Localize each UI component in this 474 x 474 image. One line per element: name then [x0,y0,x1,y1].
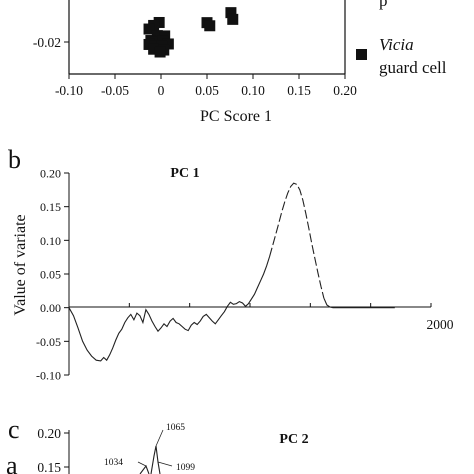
scatter-point [154,46,166,58]
panel-a-xtick-label: 0.05 [195,83,219,98]
peak-1099-leader [157,461,173,467]
panel-b-yticks: 0.20 0.15 0.10 0.05 0.00 -0.05 -0.10 [36,167,69,383]
panel-b-ytick-label: 0.05 [40,268,61,282]
scatter-point [143,23,155,35]
panel-a-xtick-label: 0.15 [287,83,311,98]
scatter-point [204,20,216,32]
legend-species: Vicia [379,35,414,54]
panel-c-axis-letter: a [6,451,18,474]
legend-label: guard cell [379,58,447,77]
scatter-point [153,16,165,28]
panel-b-ytick-label: -0.10 [36,369,61,383]
legend-marker [356,49,367,60]
legend-clipped-label: p [379,0,388,10]
panel-letter-b: b [8,145,21,174]
peak-label-1065: 1065 [166,423,185,433]
panel-b: b PC 1 Value of variate 0.20 0.15 0.10 0.05… [8,145,454,383]
scatter-point [151,30,163,42]
panel-b-xtick-label: 2000 [427,317,454,332]
panel-b-ytick-label: 0.15 [40,200,61,214]
panel-b-xticks [128,303,432,307]
panel-c-series-line [139,445,161,474]
panel-b-ytick-label: 0.00 [40,301,61,315]
panel-a-xtick-label: 0 [158,83,165,98]
peak-1065-leader [155,429,164,447]
panel-a: -0.02 -0.10 -0.05 0 0.05 0.10 0.15 0.20 PC Sco… [33,0,447,125]
panel-a-xtick-label: -0.10 [55,83,83,98]
panel-b-ytick-label: -0.05 [36,335,61,349]
panel-a-xtick-label: 0.20 [333,83,357,98]
panel-a-xtick-label: -0.05 [101,83,129,98]
scatter-point [148,43,160,55]
panel-c: c a PC 2 0.20 0.15 1065 1034 1099 [6,415,309,474]
panel-b-title: PC 1 [170,166,199,181]
panel-a-xticks: -0.10 -0.05 0 0.05 0.10 0.15 0.20 [55,74,357,98]
panel-b-ylabel: Value of variate [12,214,29,315]
scatter-point [162,38,174,50]
panel-c-ytick-label-015: 0.15 [37,460,61,474]
scatter-point [225,7,237,19]
panel-a-xlabel: PC Score 1 [200,108,272,125]
panel-b-ytick-label: 0.10 [40,234,61,248]
peak-label-1034: 1034 [104,458,123,468]
panel-b-ytick-label: 0.20 [40,167,61,181]
panel-b-series-peak [269,182,325,299]
panel-c-title: PC 2 [279,432,308,447]
panel-letter-c: c [8,415,20,444]
panel-b-series-line [68,256,395,362]
panel-a-points [143,7,239,58]
peak-1034-leader [137,461,147,467]
peak-label-1099: 1099 [176,463,195,473]
panel-c-ytick-label-020: 0.20 [37,426,61,441]
scatter-point [227,13,239,25]
panel-a-xtick-label: 0.10 [241,83,265,98]
panel-a-ytick-label: -0.02 [33,35,61,50]
